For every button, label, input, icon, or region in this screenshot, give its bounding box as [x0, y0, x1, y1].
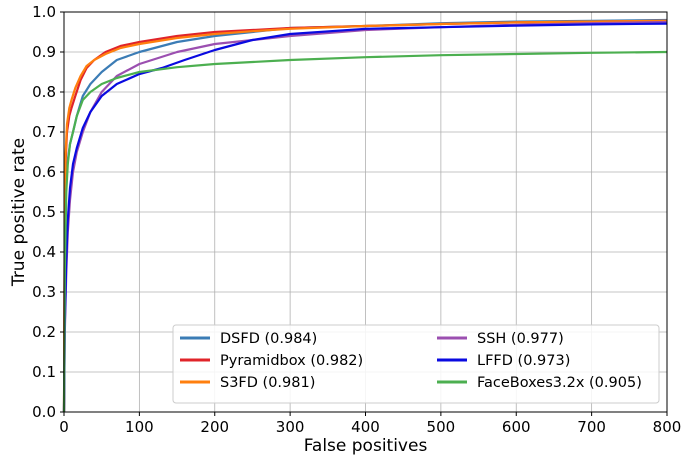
x-tick-label: 300: [276, 418, 305, 436]
y-tick-label: 0.6: [32, 163, 56, 181]
y-tick-label: 0.7: [32, 123, 56, 141]
x-tick-label: 600: [502, 418, 531, 436]
legend: DSFD (0.984) Pyramidbox (0.982) S3FD (0.98…: [172, 324, 660, 404]
x-tick-label: 100: [125, 418, 154, 436]
ticks: 0 100 200 300 400 500 600 700 800 0.0 0.1 0.2 0.3 0.4…: [32, 3, 681, 436]
legend-label: S3FD (0.981): [220, 375, 315, 391]
y-tick-label: 0.5: [32, 203, 56, 221]
legend-label: SSH (0.977): [477, 331, 564, 347]
series-line-6: [62, 50, 668, 413]
legend-box: [172, 324, 660, 404]
x-tick-label: 0: [59, 418, 69, 436]
legend-label: DSFD (0.984): [220, 331, 317, 347]
series-line-3: [62, 19, 668, 413]
legend-label: LFFD (0.973): [477, 353, 570, 369]
x-tick-label: 700: [577, 418, 606, 436]
x-tick-label: 400: [351, 418, 380, 436]
series-lines: [62, 18, 668, 413]
series-line-5: [62, 22, 668, 413]
legend-label: Pyramidbox (0.982): [220, 353, 363, 369]
grid: [63, 11, 668, 413]
x-tick-label: 500: [427, 418, 456, 436]
x-axis-label: False positives: [304, 436, 428, 456]
y-tick-label: 0.8: [32, 83, 56, 101]
legend-label: FaceBoxes3.2x (0.905): [477, 375, 642, 391]
y-tick-label: 0.4: [32, 243, 56, 261]
y-axis-label: True positive rate: [9, 138, 29, 287]
x-tick-label: 200: [200, 418, 229, 436]
x-tick-label: 800: [653, 418, 682, 436]
y-tick-label: 1.0: [32, 3, 56, 21]
y-tick-label: 0.9: [32, 43, 56, 61]
y-tick-label: 0.2: [32, 323, 56, 341]
y-tick-label: 0.3: [32, 283, 56, 301]
y-tick-label: 0.1: [32, 363, 56, 381]
y-tick-label: 0.0: [32, 403, 56, 421]
